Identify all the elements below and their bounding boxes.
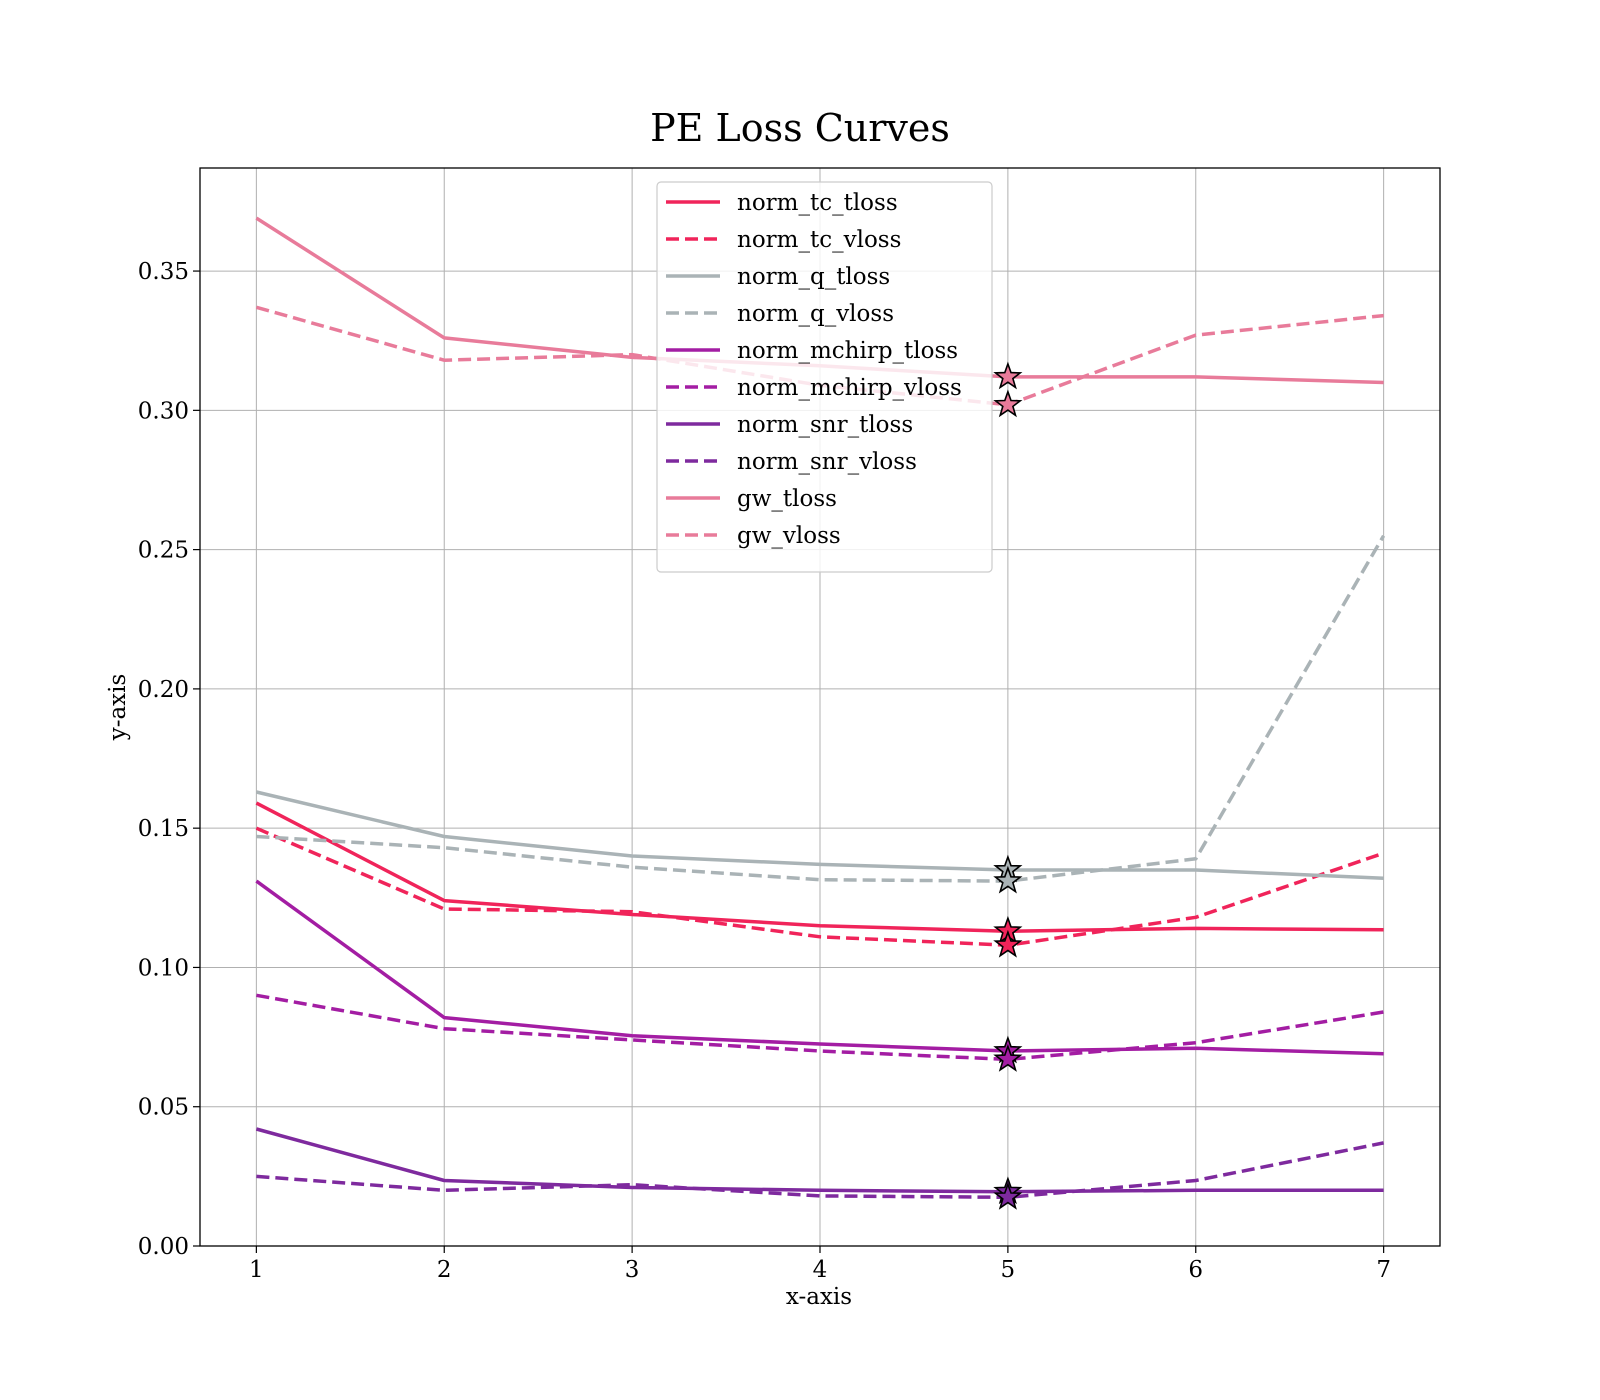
series-line-norm_mchirp_tloss: [255, 879, 1384, 1056]
best-epoch-markers: [993, 361, 1023, 1210]
y-tick-label: 0.35: [138, 259, 189, 285]
axis-ticks: 1 2 3 4 5 6 7 0.00 0.05 0.10 0.15 0.20 0.25 0.30 0.35: [138, 259, 1391, 1283]
series-line-norm_tc_tloss: [255, 801, 1384, 933]
series-line-norm_q_tloss: [255, 790, 1384, 881]
y-tick-label: 0.30: [138, 398, 189, 424]
x-tick-label: 4: [813, 1257, 828, 1283]
y-tick-label: 0.15: [138, 816, 189, 842]
star-marker-norm_tc_vloss: [993, 929, 1023, 958]
x-tick-label: 2: [437, 1257, 452, 1283]
chart-title: PE Loss Curves: [650, 106, 950, 150]
star-marker-gw_tloss: [993, 361, 1023, 390]
legend-label: norm_tc_vloss: [737, 227, 901, 253]
legend-label: norm_q_vloss: [737, 301, 894, 327]
x-tick-label: 1: [249, 1257, 264, 1283]
star-marker-norm_snr_vloss: [993, 1181, 1023, 1210]
y-tick-label: 0.20: [138, 677, 189, 703]
legend: norm_tc_tloss norm_tc_vloss norm_q_tlossno…: [656, 181, 993, 573]
legend-label: norm_mchirp_vloss: [737, 375, 962, 401]
legend-box: [656, 181, 993, 573]
series-line-norm_q_vloss: [256, 534, 1386, 883]
x-tick-label: 5: [1001, 1257, 1016, 1283]
star-marker-gw_vloss: [993, 389, 1023, 418]
legend-label: norm_q_tloss: [737, 264, 890, 290]
y-axis-label: y-axis: [105, 674, 131, 742]
y-tick-label: 0.05: [138, 1095, 189, 1121]
legend-label: norm_mchirp_tloss: [737, 338, 958, 364]
y-tick-label: 0.00: [138, 1234, 189, 1260]
series-line-norm_mchirp_vloss: [256, 993, 1384, 1062]
legend-label: gw_tloss: [737, 486, 837, 512]
legend-label: norm_snr_vloss: [737, 449, 917, 475]
x-tick-label: 6: [1188, 1257, 1203, 1283]
legend-label: norm_tc_tloss: [737, 190, 898, 216]
series-line-norm_tc_vloss: [255, 826, 1385, 947]
series-line-norm_snr_vloss: [256, 1141, 1384, 1200]
star-marker-norm_q_vloss: [993, 865, 1023, 894]
star-marker-norm_mchirp_vloss: [993, 1044, 1023, 1072]
x-tick-label: 3: [625, 1257, 640, 1283]
legend-label: gw_vloss: [737, 523, 841, 549]
legend-label: norm_snr_tloss: [737, 412, 913, 438]
x-tick-label: 7: [1376, 1257, 1391, 1283]
y-tick-label: 0.25: [138, 538, 189, 564]
x-axis-label: x-axis: [786, 1284, 852, 1310]
series-line-norm_snr_tloss: [255, 1127, 1384, 1194]
y-tick-label: 0.10: [138, 955, 189, 981]
